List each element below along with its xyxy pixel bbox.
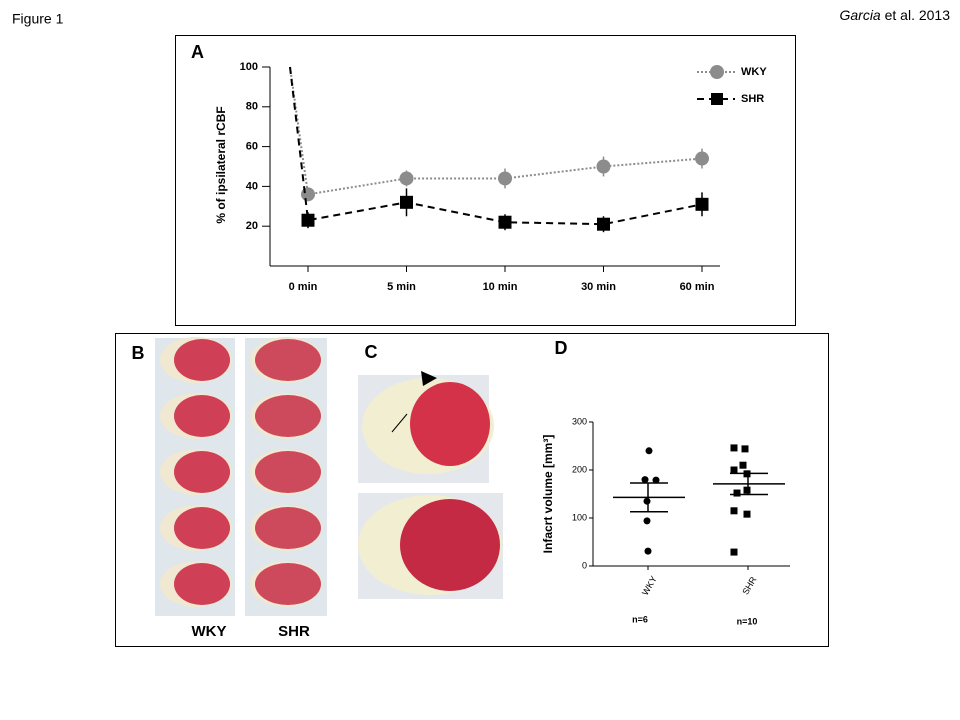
annotation: n=6 [632,614,648,624]
marker [641,476,649,484]
x-tick-label: 60 min [680,281,715,293]
y-tick-label: 300 [572,416,587,426]
marker [695,197,709,211]
y-tick-label: 20 [246,220,258,232]
y-tick-label: 0 [582,560,587,570]
slice-red [255,451,321,493]
arrowhead [421,371,437,386]
marker [596,159,611,174]
x-tick-label: 0 min [289,281,318,293]
marker [730,444,738,452]
citation-author: Garcia [839,7,880,23]
slice-red [174,339,230,381]
y-tick-label: 40 [246,180,258,192]
photo-label: WKY [192,623,227,640]
x-tick-label: WKY [640,574,659,597]
panel-label: A [191,42,204,62]
marker [301,187,315,202]
annotation: n=10 [737,616,758,626]
photo-b [155,337,327,616]
y-tick-label: 200 [572,464,587,474]
marker [498,171,512,186]
marker [498,215,512,229]
marker [730,548,738,556]
x-tick-label: 10 min [483,281,518,293]
slice-red [174,507,230,549]
x-tick-label: SHR [740,575,758,597]
marker [743,486,751,494]
marker [743,510,751,518]
slice-red [255,395,321,437]
y-tick-label: 100 [240,61,258,73]
marker [730,466,738,474]
marker [643,497,651,505]
series-line [289,66,703,226]
marker [643,517,651,525]
slice-red [174,451,230,493]
marker [730,507,738,515]
y-axis-label: % of ipsilateral rCBF [214,106,228,223]
marker [733,489,741,497]
photo-label: SHR [278,623,310,640]
panel-label: D [555,338,568,358]
marker [399,171,414,186]
y-tick-label: 100 [572,512,587,522]
y-tick-label: 60 [246,141,258,153]
marker [652,476,660,484]
panel-label: B [132,343,145,363]
citation: Garcia et al. 2013 [839,7,950,23]
slice-red [255,563,321,605]
panel-label: C [365,342,378,362]
legend-label: WKY [741,66,767,78]
x-tick-label: 5 min [387,281,416,293]
marker [301,213,315,227]
slice-red [255,339,321,381]
marker [400,195,413,209]
slice-red [174,395,230,437]
legend-marker [710,65,724,79]
slice-red [410,382,490,466]
legend-marker [711,93,723,105]
marker [739,461,747,469]
marker [695,151,709,166]
series-line [289,66,703,196]
marker [741,445,749,453]
figure-label: Figure 1 [12,11,64,27]
panel-a-frame [175,35,796,326]
panel-bcd-frame [115,333,829,647]
y-tick-label: 80 [246,101,258,113]
photo-c [358,371,503,599]
legend-label: SHR [741,93,764,105]
arrow [391,413,408,433]
slice-red [255,507,321,549]
marker [645,447,653,455]
slice-red [400,499,500,591]
citation-rest: et al. 2013 [885,7,951,23]
marker [644,547,652,555]
marker [597,217,610,231]
slice-red [174,563,230,605]
y-axis-label: Infacrt volume [mm³] [541,435,555,554]
x-tick-label: 30 min [581,281,616,293]
